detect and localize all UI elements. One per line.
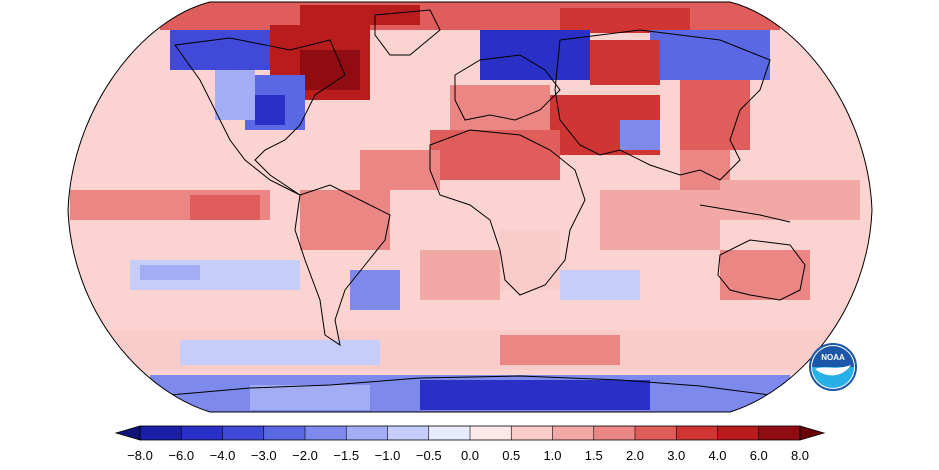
asia-coastline [554, 29, 771, 181]
anomaly-cell-south-atlantic [420, 250, 500, 300]
colorbar-tick-label: 0.0 [461, 448, 479, 463]
colorbar-tick-label: 6.0 [750, 448, 768, 463]
greenland-coastline [374, 9, 441, 56]
colorbar-bin [346, 426, 388, 440]
colorbar-bin [593, 426, 636, 440]
australia-coastline [717, 239, 806, 301]
colorbar-tick-label: 1.0 [543, 448, 561, 463]
anomaly-cell-amazon [300, 190, 390, 250]
anomaly-cell-hudson [300, 50, 360, 90]
colorbar-tick-label: 1.5 [585, 448, 603, 463]
anomaly-cell-siberia [590, 40, 660, 85]
anomaly-cell-central-asia-cold [620, 120, 660, 150]
colorbar-bin [181, 426, 223, 440]
africa-coastline [429, 129, 586, 296]
colorbar-bin [222, 426, 265, 440]
anomaly-cell-indian-ocean [600, 190, 720, 250]
anomaly-cell-argentina-cold [350, 270, 400, 310]
indonesia-coastline [699, 204, 791, 223]
anomaly-cell-antarctica-warm [250, 385, 370, 410]
colorbar: −8.0 −6.0 −4.0 −3.0 −2.0 −1.5 −1.0 −0.5 0.0 0.5 1.… [114, 425, 826, 463]
antarctica-coastline [169, 375, 771, 396]
colorbar-tick-label: 3.0 [667, 448, 685, 463]
colorbar-ticks: −8.0 −6.0 −4.0 −3.0 −2.0 −1.5 −1.0 −0.5 0.0 0.5 1.… [127, 426, 809, 463]
logo-text: NOAA [821, 353, 845, 362]
anomaly-cell-arctic-dark [300, 5, 420, 25]
anomaly-field [70, 2, 870, 412]
colorbar-tick-label: −6.0 [168, 448, 194, 463]
anomaly-cell-europe [450, 85, 550, 130]
colorbar-tick-label: −1.5 [333, 448, 359, 463]
colorbar-below-arrow [114, 425, 141, 441]
anomaly-cell-russia-cold [650, 30, 770, 80]
logo-sky [812, 346, 854, 367]
colorbar-bin [428, 426, 471, 440]
colorbar-tick-label: 4.0 [708, 448, 726, 463]
anomaly-cell-siberia-arctic [560, 8, 690, 33]
colorbar-bin [635, 426, 677, 440]
colorbar-bins [114, 425, 826, 441]
coastlines [169, 9, 806, 396]
anomaly-cell-alaska [215, 70, 255, 120]
anomaly-cell-south-pacific-cold2 [140, 265, 200, 280]
colorbar-tick-label: −1.0 [375, 448, 401, 463]
logo-bird-shape [815, 365, 851, 376]
colorbar-bin [511, 426, 553, 440]
colorbar-above-arrow [799, 425, 826, 441]
colorbar-tick-label: −4.0 [210, 448, 236, 463]
anomaly-cell-canada-cold [170, 30, 270, 70]
anomaly-cell-africa-south [500, 230, 560, 290]
anomaly-cell-antarctica-cold [420, 380, 650, 410]
colorbar-tick-label: −2.0 [292, 448, 318, 463]
colorbar-tick-label: 0.5 [502, 448, 520, 463]
south-america-coastline [294, 184, 391, 347]
colorbar-tick-label: −0.5 [416, 448, 442, 463]
anomaly-cell-southern-warm [500, 335, 620, 365]
colorbar-bin [717, 426, 760, 440]
colorbar-bin [140, 426, 182, 440]
colorbar-bin [676, 426, 718, 440]
colorbar-bin [305, 426, 347, 440]
colorbar-tick-label: −8.0 [127, 448, 153, 463]
anomaly-cell-us-cold-core [255, 95, 285, 125]
anomaly-cell-sahara [430, 130, 560, 180]
anomaly-cell-pacific-core [190, 195, 260, 220]
anomaly-cell-south-indian [560, 270, 640, 300]
globe-outline [67, 1, 873, 413]
colorbar-bin [758, 426, 801, 440]
anomaly-cell-scandinavia-cold [480, 30, 590, 80]
colorbar-tick-label: 2.0 [626, 448, 644, 463]
colorbar-bin [387, 426, 430, 440]
noaa-logo: NOAA [809, 343, 857, 391]
europe-coastline [454, 54, 561, 121]
anomaly-cell-atlantic-tropic [360, 150, 440, 190]
anomaly-cell-maritime [720, 180, 860, 220]
colorbar-tick-label: −3.0 [251, 448, 277, 463]
colorbar-tick-label: 8.0 [791, 448, 809, 463]
anomaly-cell-australia [720, 250, 810, 300]
colorbar-bin [263, 426, 306, 440]
anomaly-cell-east-asia [680, 80, 750, 150]
anomaly-cell-southern-cold [180, 340, 380, 365]
temperature-anomaly-map [67, 1, 873, 413]
colorbar-bin [552, 426, 595, 440]
colorbar-bin [470, 426, 512, 440]
north-america-coastline [174, 37, 346, 196]
